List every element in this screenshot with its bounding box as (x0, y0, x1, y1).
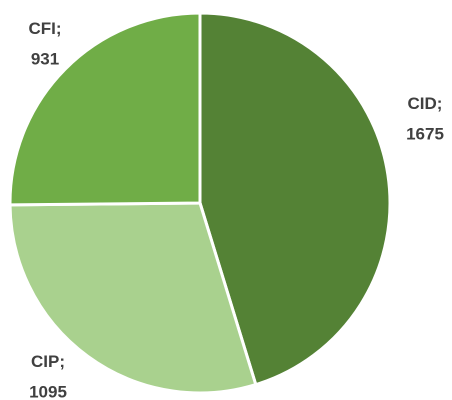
label-separator: ; (437, 94, 443, 113)
value-label: 931 (31, 49, 59, 68)
data-label: CID; (408, 94, 443, 113)
data-label: CFI; (28, 19, 61, 38)
pie-slice (198, 11, 392, 387)
category-label: CFI (28, 19, 55, 38)
value-label: 1675 (406, 124, 444, 143)
value-label: 1095 (29, 382, 67, 400)
category-label: CIP (31, 352, 59, 371)
category-label: CID (408, 94, 437, 113)
label-separator: ; (56, 19, 62, 38)
data-label: CIP; (31, 352, 65, 371)
pie-slice (8, 201, 258, 395)
pie-slice (8, 11, 202, 207)
label-separator: ; (59, 352, 65, 371)
